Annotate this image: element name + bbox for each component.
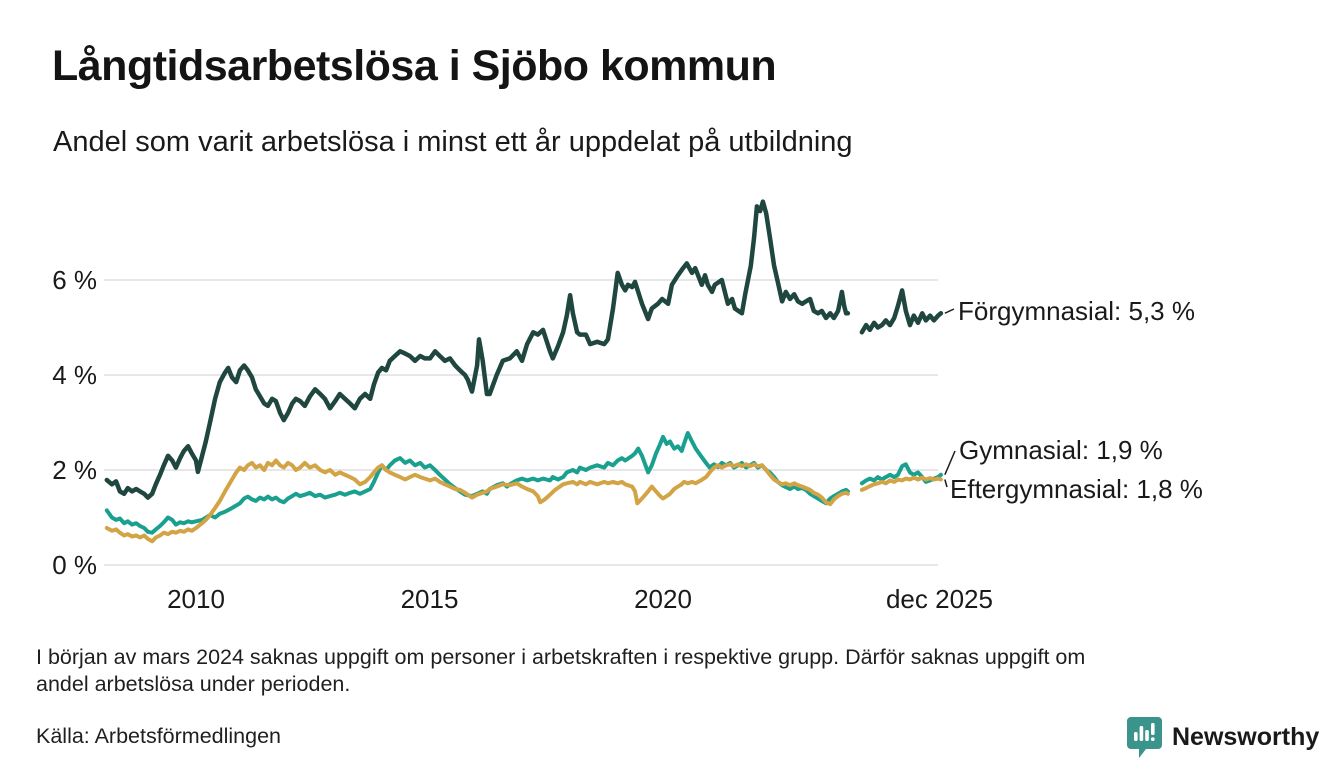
x-tick-label: 2020: [634, 584, 692, 614]
x-tick-label: dec 2025: [885, 584, 993, 614]
footnote-line-1: I början av mars 2024 saknas uppgift om …: [36, 645, 1086, 669]
source-note: Källa: Arbetsförmedlingen: [36, 724, 282, 748]
series-line-gymnasial: [859, 462, 943, 486]
chart-subtitle: Andel som varit arbetslösa i minst ett å…: [53, 126, 853, 158]
series-line-gymnasial: [104, 431, 850, 535]
page-title: Långtidsarbetslösa i Sjöbo kommun: [52, 42, 777, 90]
series-label-gymnasial: Gymnasial: 1,9 %: [959, 435, 1163, 465]
series-line-forgymnasial: [859, 288, 944, 335]
legend-connector-forgymnasial: [944, 308, 955, 314]
legend-connector-gymnasial: [944, 450, 956, 476]
y-tick-label: 2 %: [52, 455, 97, 485]
series-label-eftergymnasial: Eftergymnasial: 1,8 %: [950, 474, 1203, 504]
newsworthy-wordmark: Newsworthy: [1172, 723, 1320, 751]
y-tick-label: 0 %: [52, 550, 97, 580]
x-tick-label: 2015: [400, 584, 459, 614]
series-line-forgymnasial: [104, 199, 851, 500]
y-tick-label: 6 %: [52, 265, 97, 295]
series-line-eftergymnasial: [104, 458, 850, 544]
series-label-forgymnasial: Förgymnasial: 5,3 %: [958, 296, 1195, 326]
y-tick-label: 4 %: [52, 360, 97, 390]
series-line-eftergymnasial: [859, 475, 943, 492]
footnote: I början av mars 2024 saknas uppgift om …: [36, 644, 1085, 698]
legend-connector-eftergymnasial: [944, 479, 948, 488]
newsworthy-speech-bubble-bar-chart-icon: [1127, 717, 1162, 758]
footnote-line-2: andel arbetslösa under perioden.: [36, 672, 351, 696]
x-tick-label: 2010: [167, 584, 225, 614]
newsworthy-brand: Newsworthy: [1126, 716, 1319, 760]
